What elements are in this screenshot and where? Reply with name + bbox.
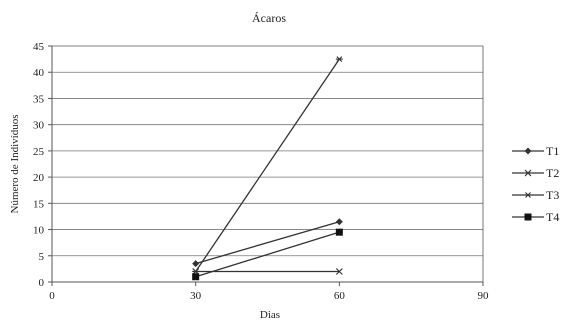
y-tick-label: 0 <box>39 277 45 289</box>
legend-marker-t4 <box>524 213 532 221</box>
x-tick-label: 0 <box>49 290 55 302</box>
x-tick-label: 60 <box>334 290 346 302</box>
legend-marker-t1 <box>524 147 532 155</box>
marker-stroke <box>192 268 199 275</box>
y-tick-label: 30 <box>33 120 45 132</box>
legend-marker-t3 <box>524 192 532 198</box>
chart-title: Ácaros <box>252 11 286 25</box>
data-point-t4 <box>192 273 200 281</box>
legend-label-t3: T3 <box>546 188 559 202</box>
data-point-t3 <box>335 56 343 63</box>
legend-label-t4: T4 <box>546 210 559 224</box>
marker-stroke <box>335 268 343 275</box>
x-axis-title: Dias <box>260 309 280 321</box>
legend-label-t2: T2 <box>546 166 559 180</box>
y-tick-label: 35 <box>33 93 45 105</box>
x-tick-label: 90 <box>478 290 490 302</box>
data-point-t4 <box>335 228 343 236</box>
y-tick-label: 15 <box>33 198 45 210</box>
y-tick-label: 20 <box>33 172 45 184</box>
data-point-t2 <box>335 268 343 275</box>
marker-stroke <box>336 56 343 63</box>
data-point-t1 <box>335 218 343 226</box>
x-tick-label: 30 <box>190 290 202 302</box>
series-line-t1 <box>195 221 340 265</box>
y-tick-label: 10 <box>33 225 45 237</box>
plot-series <box>192 56 343 281</box>
marker-stroke <box>524 169 532 177</box>
x-axis: 0 30 60 90 <box>49 45 490 302</box>
y-tick-label: 5 <box>39 251 45 263</box>
y-axis: 0 5 10 15 20 25 30 35 40 45 <box>33 41 53 289</box>
series-line-t4 <box>195 231 340 278</box>
legend-marker-t2 <box>524 169 532 177</box>
marker-stroke <box>525 192 531 198</box>
y-axis-title: Número de Indivíduos <box>9 115 21 214</box>
data-point-t1 <box>192 260 200 268</box>
y-tick-label: 45 <box>33 41 45 53</box>
y-tick-label: 40 <box>33 67 45 79</box>
y-tick-label: 25 <box>33 146 45 158</box>
legend-label-t1: T1 <box>546 144 559 158</box>
legend: T1 T2 T3 T4 <box>512 144 559 224</box>
series-line-t3 <box>195 58 340 272</box>
data-point-t3 <box>192 268 200 275</box>
grid-lines <box>52 45 483 257</box>
